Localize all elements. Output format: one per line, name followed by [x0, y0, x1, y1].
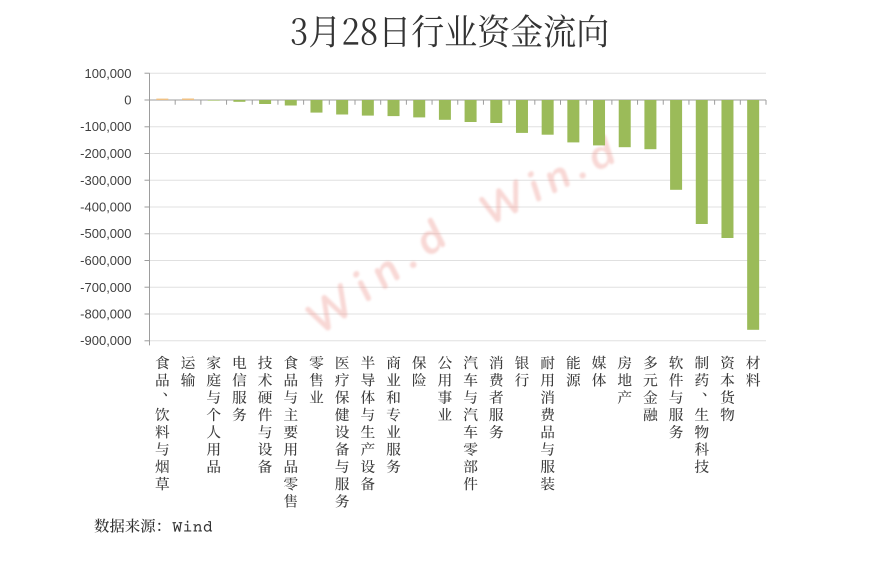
svg-text:-200,000: -200,000 [80, 146, 131, 161]
svg-text:0: 0 [124, 93, 131, 108]
svg-text:-400,000: -400,000 [80, 200, 131, 215]
svg-text:-700,000: -700,000 [80, 280, 131, 295]
svg-text:-600,000: -600,000 [80, 253, 131, 268]
svg-text:-100,000: -100,000 [80, 119, 131, 134]
svg-text:-800,000: -800,000 [80, 307, 131, 322]
svg-text:-300,000: -300,000 [80, 173, 131, 188]
svg-text:-900,000: -900,000 [80, 333, 131, 348]
svg-text:-500,000: -500,000 [80, 226, 131, 241]
svg-text:100,000: 100,000 [85, 66, 132, 81]
